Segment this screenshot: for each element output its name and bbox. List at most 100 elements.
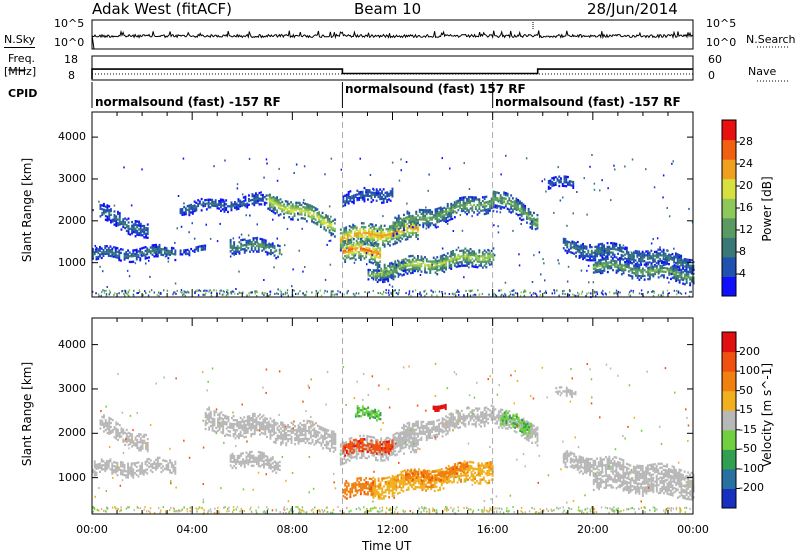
echo-cell [363,251,366,254]
echo-cell [122,222,125,225]
echo-cell [499,194,502,197]
echo-cell [237,200,240,203]
echo-cell [689,258,691,262]
echo-cell [372,269,375,272]
echo-cell [659,259,662,263]
noise-speck [667,249,669,252]
clutter-speck [534,292,537,295]
echo-cell [497,191,500,195]
echo-cell [262,414,265,417]
echo-cell [146,444,149,447]
echo-cell [304,210,306,213]
echo-cell [276,200,278,203]
echo-cell [251,202,254,205]
noise-speck [284,244,286,247]
echo-cell [270,465,272,468]
echo-cell [618,249,621,252]
echo-cell [576,248,579,251]
echo-cell [125,251,128,254]
echo-cell [325,446,328,449]
echo-cell [643,252,646,255]
echo-cell [629,269,632,272]
echo-cell [446,252,449,255]
echo-cell [590,249,593,253]
echo-cell [304,431,307,434]
echo-cell [109,254,112,258]
echo-cell [302,209,305,213]
echo-cell [145,236,147,239]
noise-speck [587,264,590,267]
echo-cell [343,450,346,453]
echo-cell [269,206,271,210]
echo-cell [353,234,356,237]
echo-cell [118,251,121,254]
echo-cell [351,247,354,250]
echo-cell [111,472,114,475]
echo-cell [446,214,449,217]
echo-cell [240,454,243,457]
echo-cell [353,226,356,230]
echo-cell [256,250,258,253]
echo-cell [371,225,374,228]
echo-cell [382,280,384,284]
clutter-speck [358,292,360,295]
echo-cell [487,252,490,255]
echo-cell [266,463,269,466]
clutter-speck [246,294,248,297]
echo-cell [601,269,604,273]
echo-cell [646,250,649,253]
echo-cell [104,429,107,432]
echo-cell [169,252,171,255]
echo-cell [380,269,383,272]
echo-cell [376,275,379,278]
echo-cell [375,199,378,202]
echo-cell [615,256,618,259]
noise-speck [400,169,402,172]
clutter-speck [628,291,631,294]
echo-cell [294,437,296,440]
echo-cell [573,241,576,244]
echo-cell [346,235,349,238]
echo-cell [485,266,488,269]
echo-cell [387,240,390,244]
echo-cell [606,257,609,260]
echo-cell [689,268,691,271]
echo-cell [108,422,111,425]
clutter-speck [545,292,547,294]
echo-cell [247,455,250,458]
echo-cell [615,269,618,272]
echo-cell [209,198,212,201]
clutter-speck [451,292,454,295]
echo-cell [436,263,439,266]
echo-cell [344,204,347,207]
echo-cell [408,232,411,235]
noise-speck [182,157,185,160]
echo-cell [309,420,312,423]
echo-cell [653,250,656,254]
echo-cell [271,458,274,461]
echo-cell [101,204,104,207]
echo-cell [648,266,651,269]
echo-cell [269,425,272,428]
echo-cell [391,195,394,198]
echo-cell [321,221,324,224]
echo-cell [566,251,569,255]
clutter-speck [137,292,139,294]
echo-cell [167,462,170,465]
echo-cell [144,468,147,472]
echo-cell [373,227,376,230]
echo-cell [286,211,289,215]
echo-cell [566,246,569,249]
echo-cell [403,267,405,271]
noise-speck [118,292,120,295]
echo-cell [522,207,525,210]
echo-cell [241,418,244,421]
echo-cell [103,414,105,417]
echo-cell [452,257,454,260]
echo-cell [280,431,282,434]
echo-cell [279,203,282,207]
echo-cell [589,253,591,256]
echo-cell [107,250,110,254]
echo-cell [211,204,214,207]
echo-cell [464,205,467,208]
